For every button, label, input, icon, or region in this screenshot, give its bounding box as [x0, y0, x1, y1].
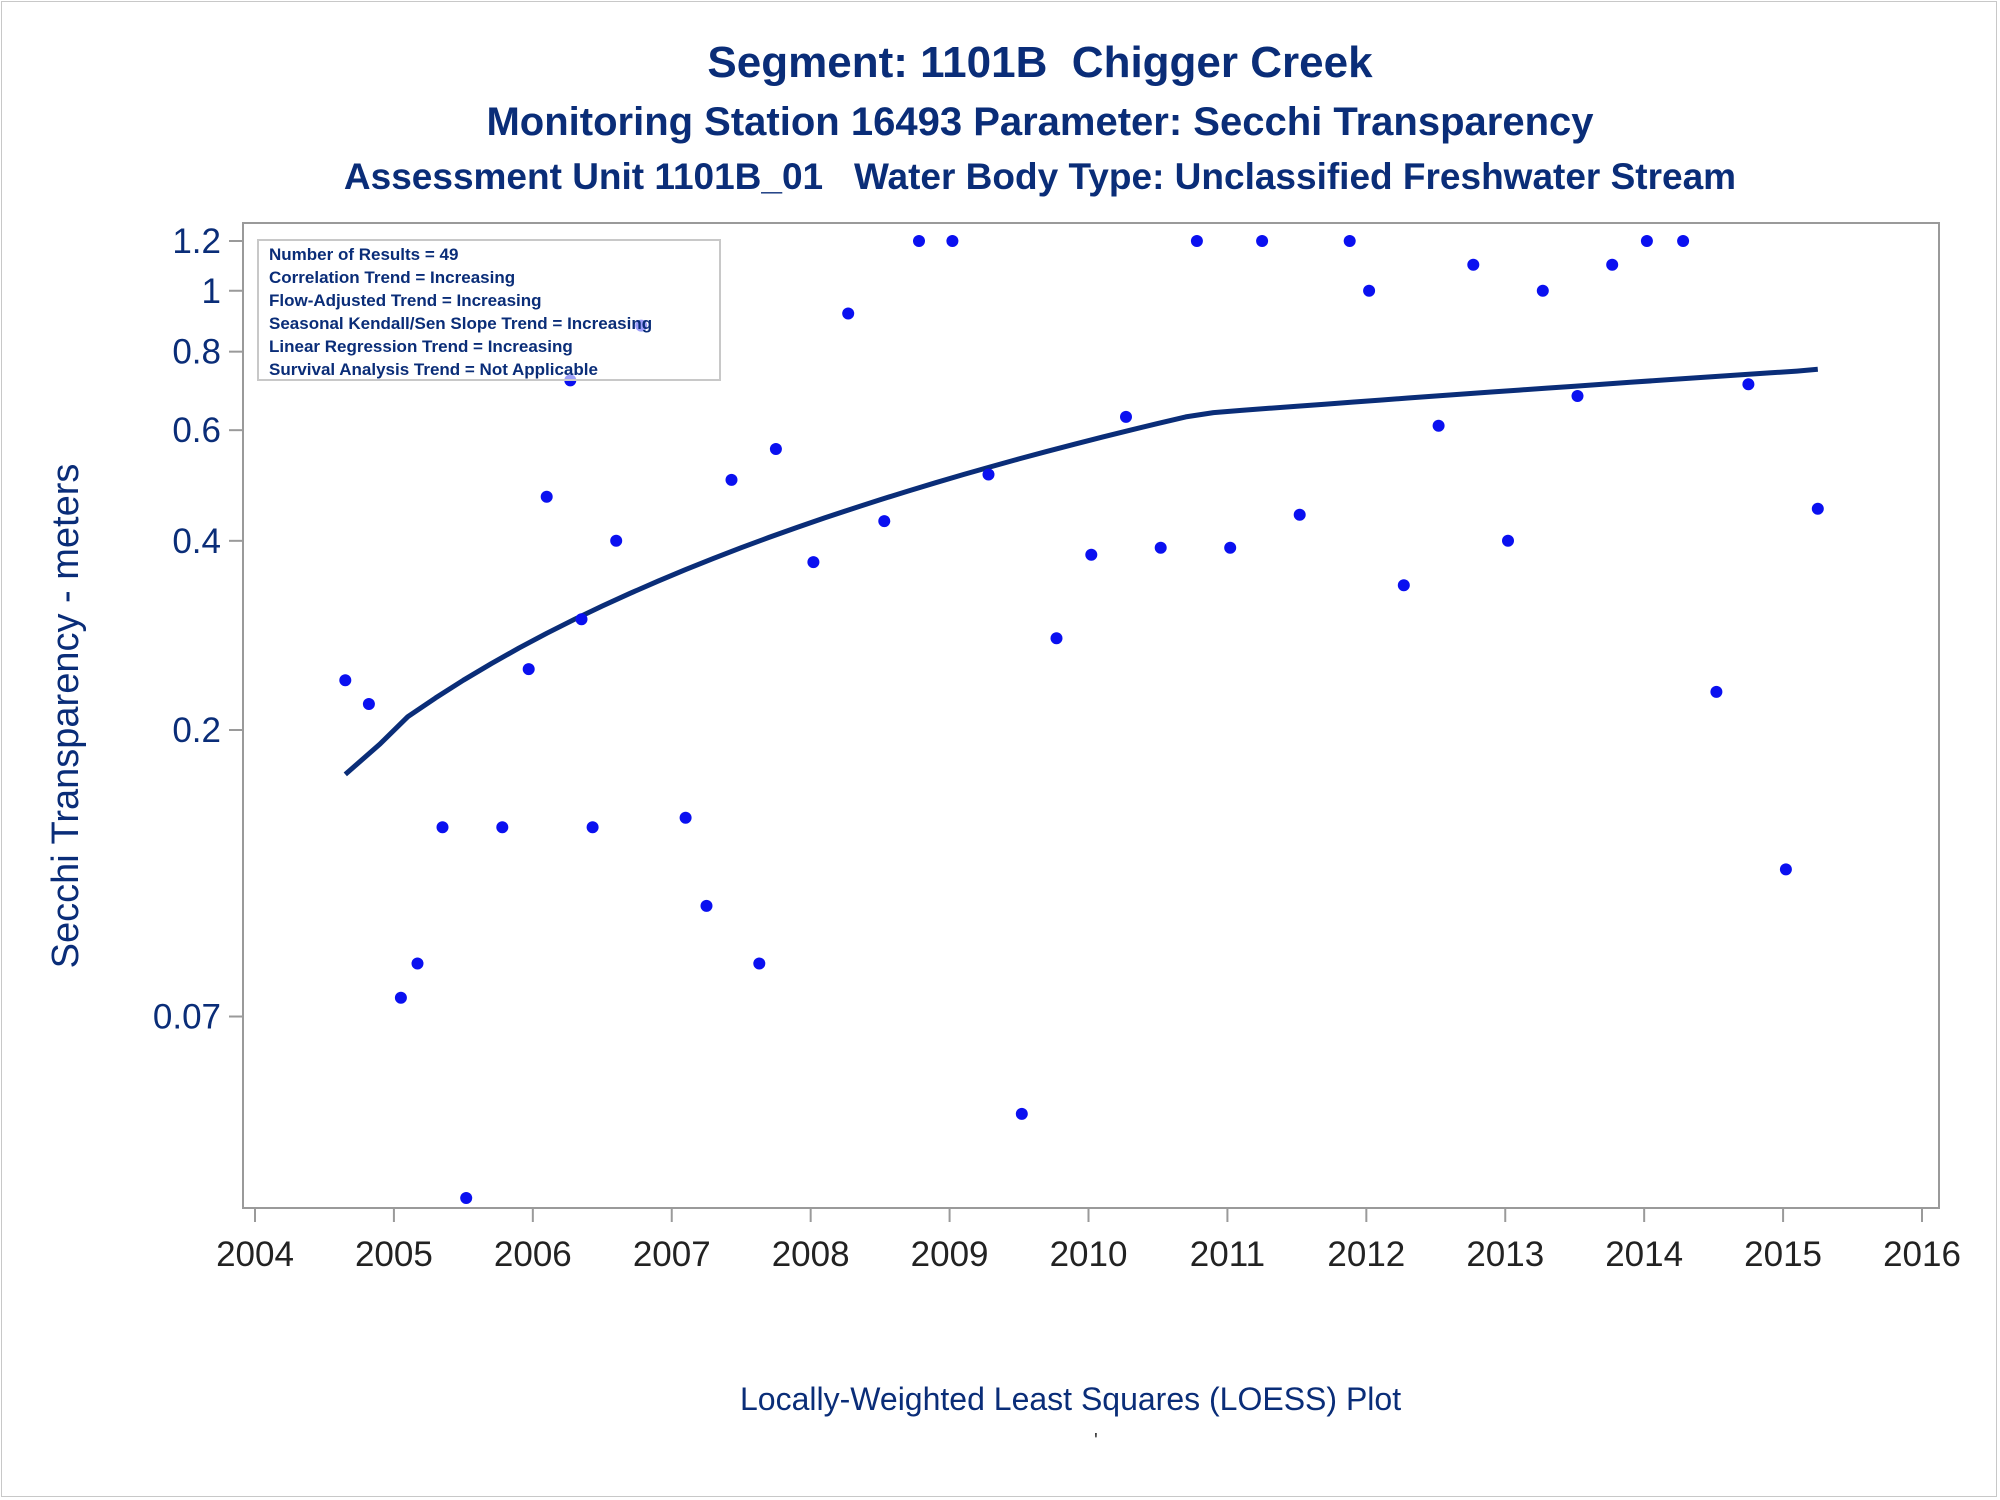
x-tick-label: 2015 [1744, 1235, 1822, 1274]
y-tick-label: 0.07 [153, 998, 221, 1037]
data-point [1742, 378, 1755, 391]
data-point [1015, 1107, 1028, 1120]
legend-box [257, 239, 721, 381]
data-point [1640, 235, 1653, 247]
x-tick-label: 2010 [1050, 1235, 1128, 1274]
data-point [1190, 235, 1203, 247]
plot-area [242, 222, 1940, 1209]
data-point [1536, 284, 1549, 297]
chart-title: Segment: 1101B Chigger Creek [707, 38, 1373, 87]
y-axis: 0.07 0.2 0.4 0.6 0.8 1 1.2 [153, 222, 243, 1037]
data-point [1256, 235, 1269, 247]
y-tick-label: 1.2 [172, 222, 221, 261]
legend-line: Number of Results = 49 [269, 245, 458, 264]
chart-subtitle-assessment: Assessment Unit 1101B_01 Water Body Type… [343, 156, 1737, 197]
legend-line: Flow-Adjusted Trend = Increasing [269, 291, 542, 310]
data-point [982, 468, 995, 481]
x-tick-label: 2009 [911, 1235, 989, 1274]
data-point [496, 821, 509, 834]
data-point [394, 991, 407, 1004]
data-point [700, 899, 713, 912]
data-point [1710, 685, 1723, 698]
data-point [460, 1192, 473, 1204]
y-tick-label: 0.2 [172, 711, 221, 750]
x-tick-label: 2013 [1466, 1235, 1544, 1274]
data-point [1050, 632, 1063, 645]
y-axis-label: Secchi Transparency - meters [45, 464, 87, 969]
trend-legend: Number of Results = 49 Correlation Trend … [257, 239, 721, 381]
data-point [1397, 579, 1410, 592]
x-axis: 2004 2005 2006 2007 2008 2009 2010 2011 2012 2013… [216, 1208, 1961, 1274]
data-point [1432, 419, 1445, 432]
plot-footnote: Locally-Weighted Least Squares (LOESS) P… [740, 1381, 1402, 1417]
data-point [1811, 502, 1824, 515]
data-point [411, 957, 424, 970]
data-point [522, 663, 535, 676]
loess-curve-layer [343, 366, 1819, 777]
data-point [1677, 235, 1690, 247]
x-tick-label: 2011 [1190, 1235, 1265, 1274]
x-tick-label: 2008 [772, 1235, 850, 1274]
data-point [1293, 508, 1306, 521]
data-point [436, 821, 449, 834]
data-point [1363, 284, 1376, 297]
legend-line: Seasonal Kendall/Sen Slope Trend = Incre… [269, 314, 652, 333]
data-points-layer [339, 235, 1824, 1204]
data-point [753, 957, 766, 970]
data-point [1779, 863, 1792, 876]
y-tick-label: 1 [202, 272, 221, 311]
x-tick-label: 2007 [633, 1235, 711, 1274]
y-tick-label: 0.8 [172, 333, 221, 372]
data-point [946, 235, 959, 247]
x-tick-label: 2016 [1883, 1235, 1961, 1274]
y-tick-label: 0.6 [172, 411, 221, 450]
loess-curve [343, 366, 1819, 777]
data-point [1343, 235, 1356, 247]
data-point [586, 821, 599, 834]
data-point [362, 698, 375, 710]
data-point [679, 811, 692, 824]
data-point [878, 515, 891, 528]
data-point [575, 613, 588, 626]
data-point [1224, 541, 1237, 554]
data-point [1467, 258, 1480, 271]
stray-mark: ' [1094, 1430, 1098, 1452]
data-point [725, 473, 738, 486]
x-tick-label: 2004 [216, 1235, 294, 1274]
data-point [1154, 541, 1167, 554]
data-point [842, 307, 855, 320]
x-tick-label: 2014 [1605, 1235, 1683, 1274]
data-point [610, 534, 623, 547]
y-tick-label: 0.4 [172, 522, 221, 561]
data-point [1120, 410, 1132, 423]
data-point [1085, 548, 1098, 561]
data-point [807, 556, 820, 569]
data-point [339, 674, 352, 687]
data-point [1502, 534, 1514, 547]
legend-line: Linear Regression Trend = Increasing [269, 337, 573, 356]
x-tick-label: 2012 [1327, 1235, 1405, 1274]
data-point [540, 490, 553, 503]
legend-line: Correlation Trend = Increasing [269, 268, 515, 287]
x-tick-label: 2005 [355, 1235, 433, 1274]
data-point [769, 443, 782, 455]
legend-line: Survival Analysis Trend = Not Applicable [269, 360, 598, 379]
x-tick-label: 2006 [494, 1235, 572, 1274]
data-point [913, 235, 925, 247]
data-point [1571, 390, 1584, 402]
data-point [1606, 258, 1619, 271]
chart-subtitle-station: Monitoring Station 16493 Parameter: Secc… [486, 100, 1594, 144]
